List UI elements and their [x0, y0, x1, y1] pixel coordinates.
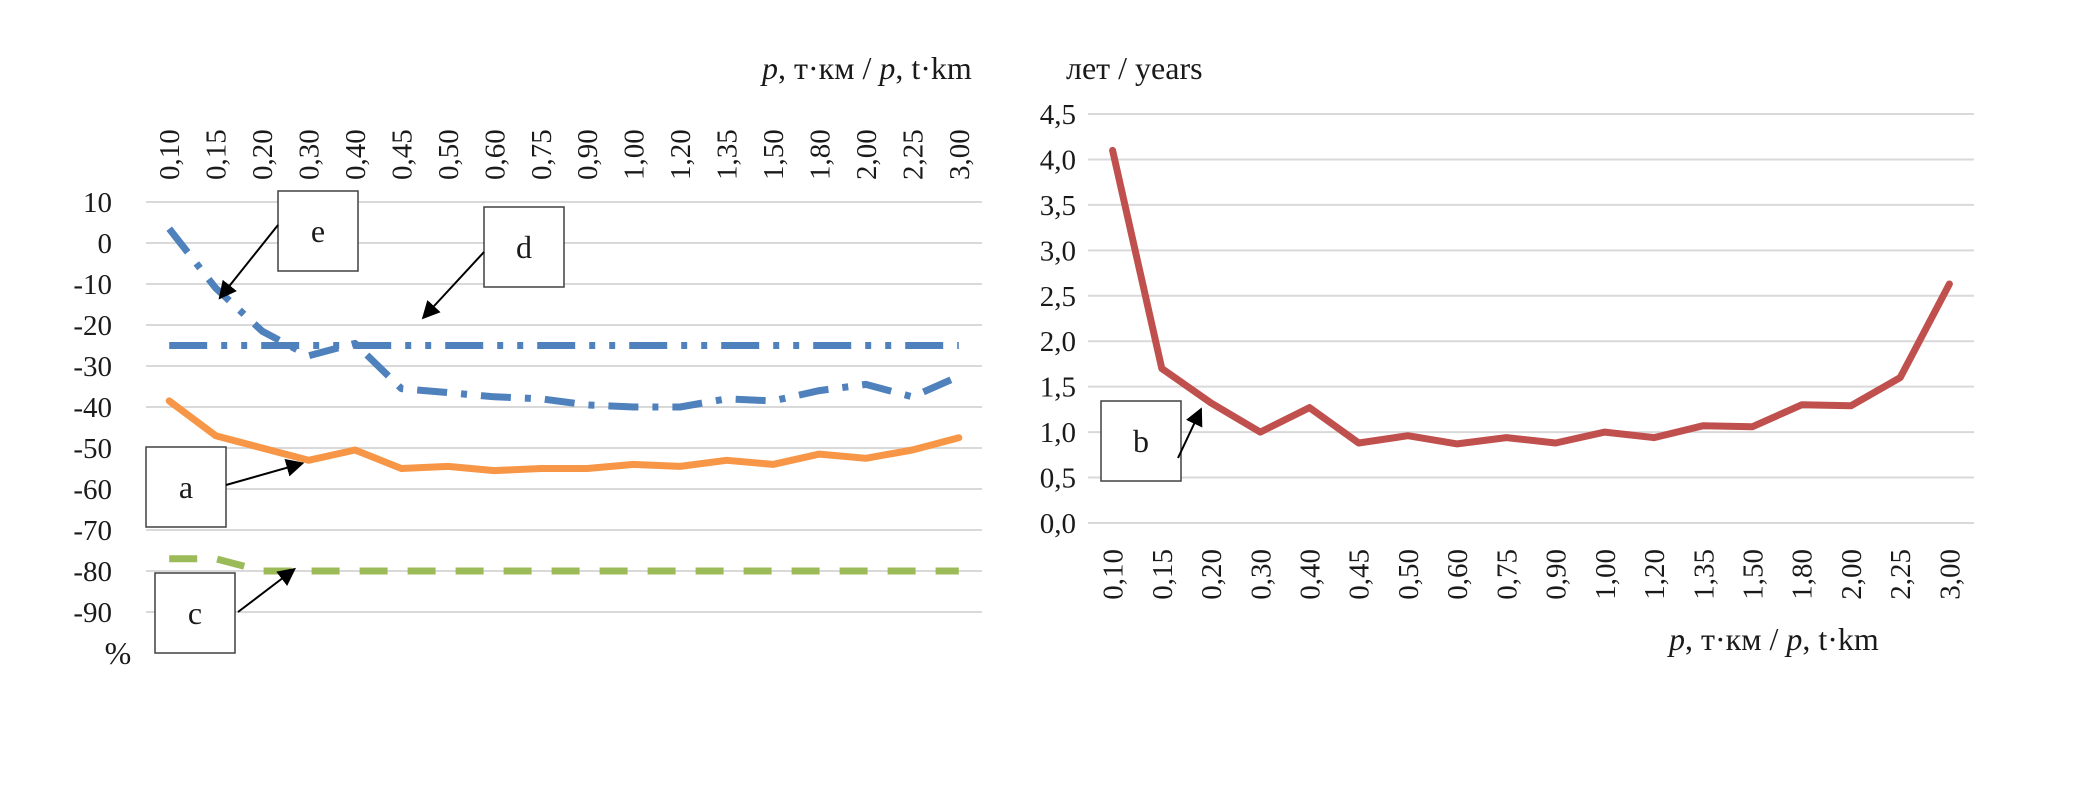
callout-label: d: [516, 229, 532, 265]
y-tick-label: -30: [73, 351, 112, 383]
y-tick-label: 2,0: [1040, 326, 1076, 358]
callout-arrow: [1177, 407, 1203, 459]
x-tick-label: 1,35: [1688, 549, 1720, 600]
x-tick-label: 2,25: [1885, 549, 1917, 600]
right-y-tick-labels: 4,5 4,0 3,5 3,0 2,5 2,0 1,5 1,0 0,5 0,0: [1040, 99, 1076, 540]
x-tick-label: 3,00: [1934, 549, 1966, 600]
callout-d: d: [421, 206, 565, 320]
y-tick-label: 3,5: [1040, 190, 1076, 222]
callout-arrow: [237, 567, 296, 613]
x-tick-label: 1,50: [758, 129, 790, 180]
y-tick-label: -60: [73, 474, 112, 506]
left-y-tick-labels: 10 0 -10 -20 -30 -40 -50 -60 -70 -80 -90: [73, 187, 112, 629]
series-line-e: [166, 226, 961, 411]
x-tick-label: 0,45: [386, 129, 418, 180]
series-line-a: [165, 397, 963, 475]
y-tick-label: 4,0: [1040, 144, 1076, 176]
right-gridlines: [1088, 113, 1974, 524]
y-tick-label: -50: [73, 433, 112, 465]
callout-b: b: [1100, 400, 1203, 482]
x-tick-label: 0,60: [479, 129, 511, 180]
x-tick-label: 1,35: [712, 129, 744, 180]
series-line-c: [169, 555, 959, 575]
x-tick-label: 1,20: [1639, 549, 1671, 600]
left-x-tick-labels: 0,10 0,15 0,20 0,30 0,40 0,45 0,50 0,60 0,75 0,90…: [154, 129, 976, 180]
callout-c: c: [154, 567, 296, 654]
x-tick-label: 0,15: [1147, 549, 1179, 600]
callout-box: [277, 190, 359, 272]
y-tick-label: -10: [73, 269, 112, 301]
x-tick-label: 0,50: [433, 129, 465, 180]
callout-arrow: [421, 251, 485, 320]
callout-e: e: [218, 190, 359, 300]
y-tick-label: 4,5: [1040, 99, 1076, 131]
x-tick-label: 0,75: [526, 129, 558, 180]
y-tick-label: 1,5: [1040, 372, 1076, 404]
left-series-lines: [165, 226, 963, 575]
x-tick-label: 1,50: [1738, 549, 1770, 600]
y-tick-label: 1,0: [1040, 417, 1076, 449]
x-tick-label: 1,80: [804, 129, 836, 180]
callouts: e d a c b: [145, 190, 1203, 654]
x-tick-label: 0,90: [1541, 549, 1573, 600]
y-tick-label: 0,5: [1040, 463, 1076, 495]
left-x-axis-title: p, т·км / p, t·km: [760, 50, 972, 86]
right-x-axis-title: p, т·км / p, t·km: [1667, 621, 1879, 657]
x-tick-label: 1,00: [619, 129, 651, 180]
series-line-b: [1109, 146, 1953, 448]
y-tick-label: -70: [73, 515, 112, 547]
x-tick-label: 0,40: [1295, 549, 1327, 600]
x-tick-label: 0,75: [1491, 549, 1523, 600]
y-tick-label: 0,0: [1040, 508, 1076, 540]
right-chart: 4,54,03,53,02,52,01,51,00,50,0 0,10 0,15 0…: [1040, 50, 1974, 657]
y-tick-label: 10: [83, 187, 112, 219]
y-tick-label: -20: [73, 310, 112, 342]
left-y-unit: %: [105, 635, 132, 671]
right-series-lines: [1109, 146, 1953, 448]
x-tick-label: 2,00: [1836, 549, 1868, 600]
callout-a: a: [145, 446, 305, 528]
callout-box: [1100, 400, 1182, 482]
callout-label: c: [188, 595, 202, 631]
callout-arrow: [218, 224, 279, 300]
right-y-axis-title: лет / years: [1066, 50, 1203, 86]
x-tick-label: 1,80: [1787, 549, 1819, 600]
x-tick-label: 0,50: [1393, 549, 1425, 600]
x-tick-label: 0,10: [154, 129, 186, 180]
callout-arrow: [225, 459, 305, 486]
callout-label: e: [311, 213, 325, 249]
right-x-tick-labels: 0,10 0,15 0,20 0,30 0,40 0,45 0,50 0,60 0,75 0,90…: [1098, 549, 1967, 600]
x-tick-label: 0,10: [1098, 549, 1130, 600]
callout-box: [154, 572, 236, 654]
x-tick-label: 0,60: [1442, 549, 1474, 600]
y-tick-label: -90: [73, 597, 112, 629]
x-tick-label: 2,25: [897, 129, 929, 180]
x-tick-label: 1,20: [665, 129, 697, 180]
y-tick-label: 2,5: [1040, 281, 1076, 313]
left-chart: 100-10-20-30-40-50-60-70-80-90 0,10 0,15 0…: [73, 50, 982, 671]
x-tick-label: 0,20: [247, 129, 279, 180]
x-tick-label: 0,90: [572, 129, 604, 180]
x-tick-label: 0,30: [1245, 549, 1277, 600]
x-tick-label: 3,00: [944, 129, 976, 180]
callout-box: [483, 206, 565, 288]
x-tick-label: 0,30: [294, 129, 326, 180]
x-tick-label: 0,45: [1344, 549, 1376, 600]
x-tick-label: 0,20: [1196, 549, 1228, 600]
y-tick-label: -80: [73, 556, 112, 588]
y-tick-label: 0: [98, 228, 113, 260]
x-tick-label: 0,15: [201, 129, 233, 180]
y-tick-label: -40: [73, 392, 112, 424]
x-tick-label: 1,00: [1590, 549, 1622, 600]
x-tick-label: 0,40: [340, 129, 372, 180]
callout-label: a: [179, 469, 193, 505]
y-tick-label: 3,0: [1040, 235, 1076, 267]
callout-label: b: [1133, 423, 1149, 459]
x-tick-label: 2,00: [851, 129, 883, 180]
callout-box: [145, 446, 227, 528]
